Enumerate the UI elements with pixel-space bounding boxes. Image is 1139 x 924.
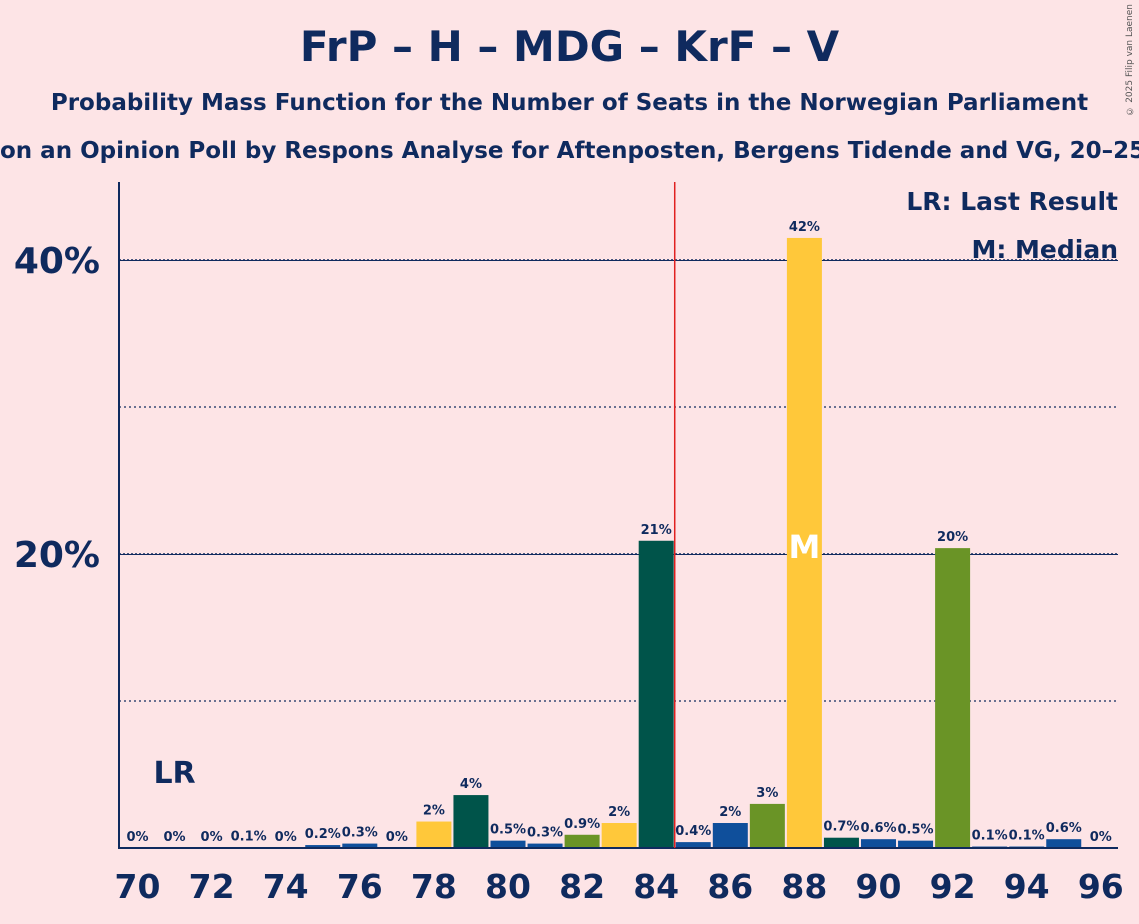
data-label-seat-93: 0.1%: [972, 829, 1008, 844]
bar-seat-79: [453, 795, 489, 848]
bar-seat-95: [1046, 839, 1082, 848]
bar-seat-91: [898, 840, 934, 848]
data-label-seat-82: 0.9%: [564, 817, 600, 832]
legend-median: M: Median: [971, 235, 1118, 264]
bar-seat-90: [861, 839, 896, 848]
bar-seat-89: [823, 837, 859, 848]
data-label-seat-71: 0%: [164, 830, 186, 845]
data-label-seat-77: 0%: [386, 830, 408, 845]
markers: LR M: [153, 182, 820, 848]
bar-seat-87: [749, 803, 785, 848]
data-label-seat-75: 0.2%: [305, 827, 341, 842]
data-label-seat-74: 0%: [275, 830, 297, 845]
y-tick-label-40: 40%: [14, 241, 100, 282]
data-label-seat-80: 0.5%: [490, 823, 526, 838]
bar-seat-88: [786, 237, 822, 848]
legend-last-result: LR: Last Result: [906, 187, 1118, 216]
x-tick-label-86: 86: [707, 867, 753, 906]
data-label-seat-72: 0%: [201, 830, 223, 845]
last-result-marker: LR: [153, 756, 195, 791]
data-label-seat-88: 42%: [789, 220, 820, 235]
bar-seat-78: [416, 821, 452, 848]
median-marker: M: [788, 528, 820, 566]
y-tick-label-20: 20%: [14, 535, 100, 576]
bar-seat-75: [305, 845, 341, 848]
x-tick-label-80: 80: [485, 867, 531, 906]
data-label-seat-79: 4%: [460, 777, 482, 792]
x-tick-label-84: 84: [633, 867, 679, 906]
x-tick-label-78: 78: [411, 867, 457, 906]
x-tick-label-72: 72: [189, 867, 235, 906]
bar-data-labels: 0% 0% 0% 0.1% 0% 0.2% 0.3% 0%2%4%0.5% 0.3%0.9%2%…: [126, 220, 1111, 845]
bar-seat-76: [342, 843, 378, 848]
bar-seat-84: [638, 540, 674, 848]
data-label-seat-70: 0%: [126, 830, 148, 845]
data-label-seat-89: 0.7%: [823, 820, 859, 835]
data-label-seat-92: 20%: [937, 530, 968, 545]
data-label-seat-90: 0.6%: [860, 821, 896, 836]
data-label-seat-78: 2%: [423, 804, 445, 819]
bar-seat-82: [564, 834, 600, 848]
bar-seat-86: [712, 823, 748, 848]
bar-seat-83: [601, 823, 637, 848]
data-label-seat-91: 0.5%: [898, 823, 934, 838]
y-tick-labels: 20% 40%: [14, 241, 100, 576]
x-tick-label-74: 74: [263, 867, 309, 906]
x-tick-label-92: 92: [930, 867, 976, 906]
data-label-seat-76: 0.3%: [342, 826, 378, 841]
data-label-seat-94: 0.1%: [1009, 829, 1045, 844]
x-tick-label-94: 94: [1004, 867, 1050, 906]
bar-seat-85: [675, 842, 711, 848]
data-label-seat-96: 0%: [1090, 830, 1112, 845]
bar-seat-80: [490, 840, 526, 848]
x-tick-label-82: 82: [559, 867, 605, 906]
data-label-seat-81: 0.3%: [527, 826, 563, 841]
data-label-seat-84: 21%: [641, 523, 672, 538]
chart-title: FrP – H – MDG – KrF – V: [299, 22, 840, 71]
x-tick-labels: 70 72 74 76 78 80 82 84 86 88 90 92 94 96: [115, 867, 1124, 906]
data-label-seat-87: 3%: [756, 786, 778, 801]
data-label-seat-73: 0.1%: [231, 829, 267, 844]
bar-seat-92: [935, 548, 971, 848]
x-tick-label-90: 90: [856, 867, 902, 906]
axes: [118, 182, 1118, 849]
chart-subtitle: Probability Mass Function for the Number…: [50, 90, 1089, 116]
data-label-seat-85: 0.4%: [675, 824, 711, 839]
data-label-seat-83: 2%: [608, 805, 630, 820]
data-label-seat-86: 2%: [719, 805, 741, 820]
data-label-seat-95: 0.6%: [1046, 821, 1082, 836]
x-tick-label-76: 76: [337, 867, 383, 906]
chart-source-line: on an Opinion Poll by Respons Analyse fo…: [0, 138, 1139, 164]
x-tick-label-70: 70: [115, 867, 161, 906]
x-tick-label-96: 96: [1078, 867, 1124, 906]
x-tick-label-88: 88: [781, 867, 827, 906]
bar-seat-81: [527, 843, 563, 848]
